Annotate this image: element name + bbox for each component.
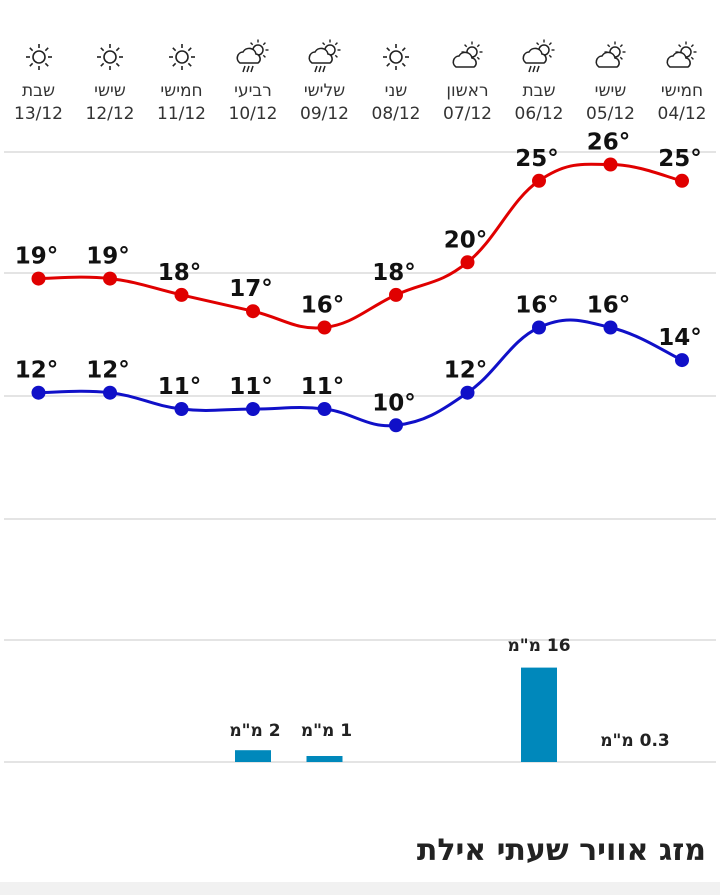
day-date: 08/12 — [371, 104, 421, 124]
day-column: ראשון 07/12 — [432, 38, 504, 126]
day-date: 07/12 — [443, 104, 492, 124]
rain-label: 16 מ"מ — [507, 636, 570, 656]
sun-icon — [146, 38, 218, 76]
day-name: חמישי — [660, 81, 704, 101]
max-temp-point — [317, 320, 332, 335]
day-name: שישי — [594, 81, 627, 101]
max-temp-label: 25° — [515, 146, 559, 172]
sun-icon — [74, 38, 146, 76]
day-date: 12/12 — [85, 104, 135, 124]
rain-label: 0.3 מ"מ — [600, 731, 670, 751]
max-temp-point — [460, 255, 475, 270]
max-temp-label: 25° — [658, 146, 702, 172]
max-temp-point — [246, 304, 260, 319]
day-name: חמישי — [160, 81, 203, 101]
day-column: חמישי 11/12 — [146, 38, 218, 126]
min-temp-label: 16° — [587, 293, 631, 319]
min-temp-label: 11° — [158, 374, 202, 400]
min-temp-point — [532, 320, 546, 335]
rain-bar — [306, 756, 343, 762]
min-temp-point — [174, 402, 189, 416]
min-temp-label: 11° — [301, 374, 345, 400]
day-column: שבת 13/12 — [3, 38, 75, 126]
min-temp-label: 16° — [515, 293, 559, 319]
day-date: 13/12 — [14, 104, 63, 124]
min-temp-point — [246, 402, 260, 416]
max-temp-point — [603, 157, 618, 172]
max-temp-label: 20° — [444, 227, 488, 253]
min-temp-label: 11° — [229, 374, 273, 400]
max-temp-label: 18° — [372, 260, 416, 286]
day-column: שלישי 09/12 — [289, 38, 361, 126]
day-name: שבת — [522, 81, 556, 101]
max-temp-label: 17° — [229, 276, 273, 302]
max-temp-label: 19° — [15, 244, 59, 270]
max-temp-label: 18° — [158, 260, 202, 286]
min-temp-point — [460, 385, 475, 400]
day-column: שבת 06/12 — [503, 38, 575, 126]
max-temp-point — [31, 271, 46, 286]
min-temp-label: 14° — [658, 325, 702, 351]
max-temp-point — [174, 287, 189, 302]
max-temp-point — [532, 173, 546, 188]
day-column: שישי 12/12 — [74, 38, 146, 126]
min-temp-line — [38, 318, 683, 428]
day-date: 11/12 — [157, 104, 206, 124]
day-date: 06/12 — [514, 104, 564, 124]
sun-icon — [3, 38, 75, 76]
min-temp-label: 12° — [86, 358, 130, 384]
temperature-chart: 0.3 מ"מ 16 מ"מ 1 מ"מ 2 מ"מ 25° 26° 25° 20° 18° 16… — [4, 130, 716, 763]
min-temp-point — [317, 402, 332, 416]
max-temp-label: 16° — [301, 293, 345, 319]
max-temp-point — [103, 271, 117, 286]
rain-sun-cloud-icon — [289, 38, 361, 76]
rain-sun-cloud-icon — [217, 38, 289, 76]
min-temp-point — [389, 418, 403, 433]
partly-cloudy-icon — [575, 38, 647, 76]
day-column: שישי 05/12 — [575, 38, 647, 126]
rain-sun-cloud-icon — [503, 38, 575, 76]
rain-bar — [521, 667, 557, 762]
max-temp-line — [38, 162, 683, 330]
max-temp-point — [675, 173, 689, 188]
page-title: מזג אוויר שעתי אילת — [416, 833, 706, 868]
sun-icon — [360, 38, 432, 76]
day-name: ראשון — [446, 81, 489, 101]
day-date: 09/12 — [300, 104, 349, 124]
max-temp-point — [389, 287, 403, 302]
day-date: 10/12 — [228, 104, 278, 124]
partly-cloudy-icon — [432, 38, 504, 76]
max-temp-label: 19° — [86, 244, 130, 270]
min-temp-point — [675, 353, 689, 368]
day-name: רביעי — [234, 81, 272, 101]
rain-label: 1 מ"מ — [301, 721, 352, 741]
day-date: 05/12 — [586, 104, 635, 124]
rain-bar — [235, 750, 271, 762]
min-temp-label: 12° — [444, 358, 488, 384]
min-temp-point — [103, 385, 117, 400]
min-temp-point — [31, 385, 46, 400]
day-header-row: חמישי 04/12 שישי 05/12 שבת 06/12 ראשון 07/12 שני… — [0, 0, 720, 150]
rain-label: 2 מ"מ — [229, 721, 280, 741]
day-name: שישי — [94, 81, 126, 101]
max-temp-label: 26° — [587, 130, 631, 156]
day-column: שני 08/12 — [360, 38, 432, 126]
bottom-bar — [0, 882, 720, 895]
day-name: שלישי — [303, 81, 346, 101]
min-temp-label: 12° — [15, 358, 59, 384]
day-column: רביעי 10/12 — [217, 38, 289, 126]
day-date: 04/12 — [657, 104, 707, 124]
day-name: שני — [384, 81, 408, 101]
min-temp-point — [603, 320, 618, 335]
day-column: חמישי 04/12 — [646, 38, 718, 126]
day-name: שבת — [21, 81, 56, 101]
min-temp-label: 10° — [372, 390, 416, 416]
partly-cloudy-icon — [646, 38, 718, 76]
